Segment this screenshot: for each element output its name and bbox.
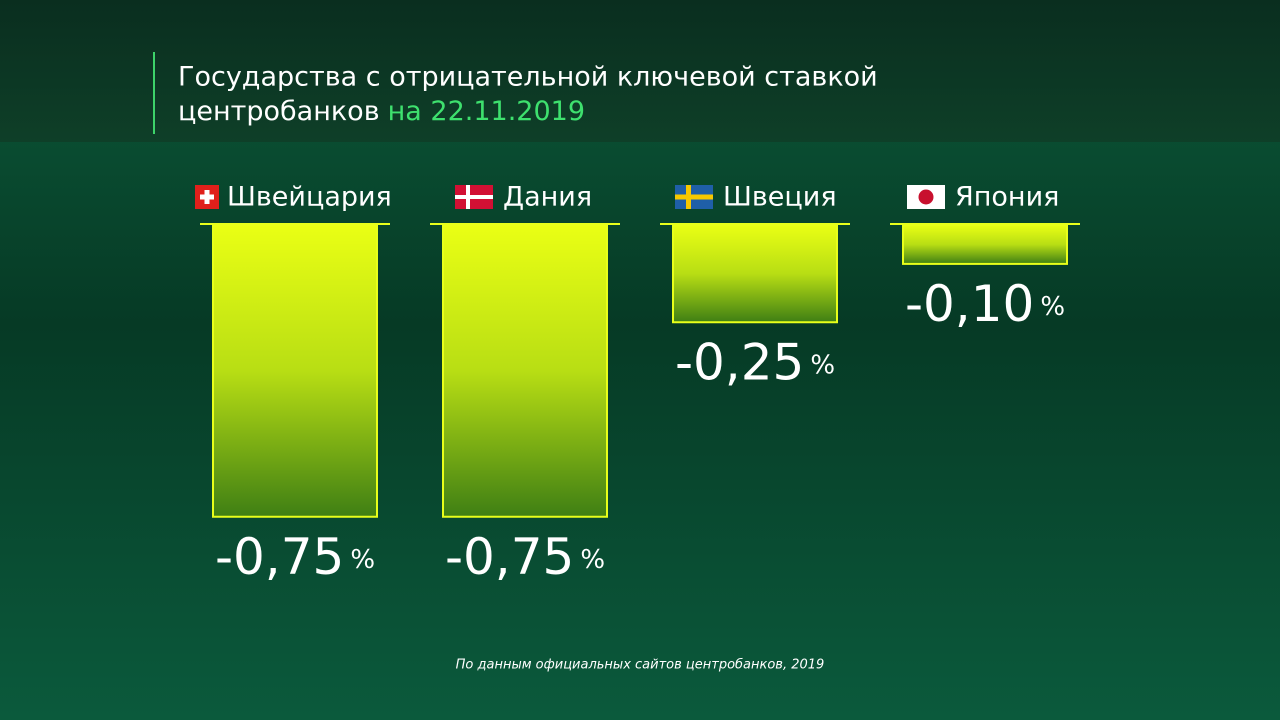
- flag-switzerland: [195, 185, 219, 209]
- value-label: -0,75%: [445, 527, 605, 585]
- value-label: -0,25%: [675, 333, 835, 391]
- category-label: Швеция: [723, 182, 837, 213]
- flag-sweden: [675, 185, 713, 209]
- value-label: -0,10%: [905, 274, 1065, 332]
- chart-title-line: центробанков: [178, 96, 380, 127]
- value-unit: %: [580, 544, 605, 574]
- flag-denmark: [455, 185, 493, 209]
- value-unit: %: [1040, 291, 1065, 321]
- source-note: По данным официальных сайтов центробанко…: [456, 658, 825, 673]
- value-number: -0,75: [445, 527, 574, 585]
- chart-title: центробанков на 22.11.2019: [178, 96, 585, 127]
- value-number: -0,25: [675, 333, 804, 391]
- value-number: -0,10: [905, 274, 1034, 332]
- header-accent: [153, 52, 155, 134]
- value-unit: %: [810, 350, 835, 380]
- value-label: -0,75%: [215, 527, 375, 585]
- category-label: Япония: [955, 182, 1059, 213]
- bar: [212, 224, 378, 518]
- header-band: [0, 0, 1280, 142]
- chart-title: Государства с отрицательной ключевой ста…: [178, 62, 878, 93]
- value-unit: %: [350, 544, 375, 574]
- chart-title-date: на 22.11.2019: [388, 96, 585, 127]
- category-label: Швейцария: [227, 182, 392, 213]
- bar: [672, 224, 838, 324]
- flag-japan: [907, 185, 945, 209]
- bar: [902, 224, 1068, 265]
- value-number: -0,75: [215, 527, 344, 585]
- bar: [442, 224, 608, 518]
- category-label: Дания: [503, 182, 592, 213]
